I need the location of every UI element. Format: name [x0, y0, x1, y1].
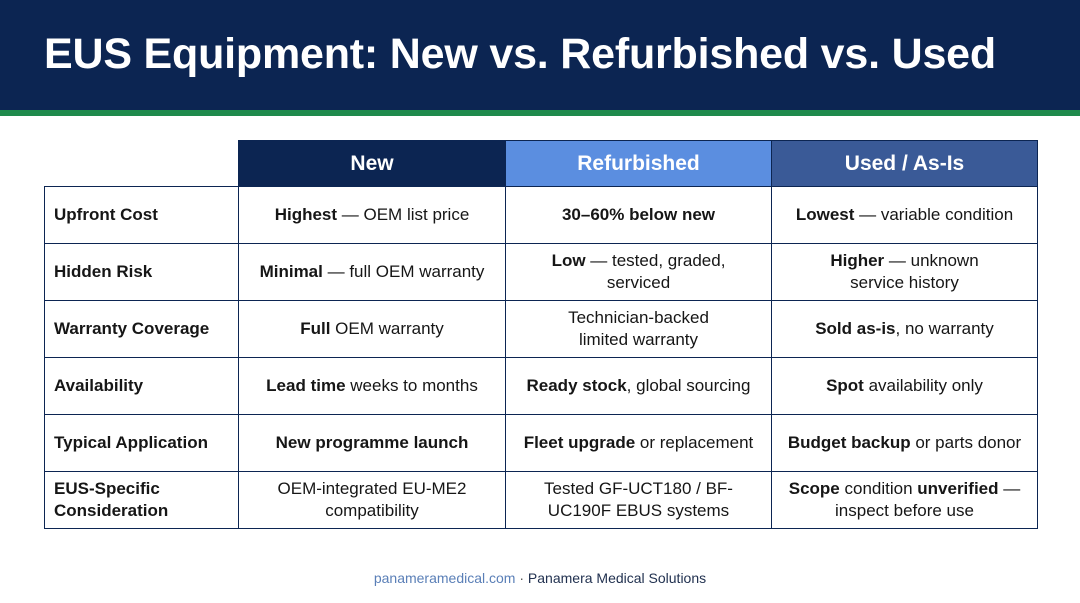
table-row: Availability Lead time weeks to months R… [44, 357, 1038, 415]
table-cell: Technician-backed limited warranty [505, 300, 772, 358]
table-cell: Ready stock, global sourcing [505, 357, 772, 415]
title-banner [0, 0, 1080, 110]
table-cell: Low — tested, graded, serviced [505, 243, 772, 301]
slide-title: EUS Equipment: New vs. Refurbished vs. U… [44, 30, 996, 78]
row-label: Typical Application [44, 414, 239, 472]
table-cell: New programme launch [238, 414, 506, 472]
footer-organization: Panamera Medical Solutions [527, 570, 707, 586]
table-cell: Higher — unknown service history [771, 243, 1038, 301]
table-cell: OEM-integrated EU-ME2 compatibility [238, 471, 506, 529]
table-cell: Minimal — full OEM warranty [238, 243, 506, 301]
column-header-used: Used / As-Is [771, 140, 1038, 187]
table-cell: Lowest — variable condition [771, 186, 1038, 244]
table-row: Typical Application New programme launch… [44, 414, 1038, 472]
table-header-row: New Refurbished Used / As-Is [45, 140, 1038, 187]
column-header-new: New [238, 140, 506, 187]
header-corner [45, 141, 239, 187]
table-cell: Scope condition unverified — inspect bef… [771, 471, 1038, 529]
table-cell: Tested GF-UCT180 / BF-UC190F EBUS system… [505, 471, 772, 529]
footer: panameramedical.com · Panamera Medical S… [0, 570, 1080, 586]
table-cell: Budget backup or parts donor [771, 414, 1038, 472]
accent-stripe [0, 110, 1080, 116]
footer-separator: · [515, 570, 528, 586]
table-row: Hidden Risk Minimal — full OEM warranty … [44, 243, 1038, 301]
table-cell: Spot availability only [771, 357, 1038, 415]
table-row: Warranty Coverage Full OEM warranty Tech… [44, 300, 1038, 358]
table-cell: 30–60% below new [505, 186, 772, 244]
table-cell: Highest — OEM list price [238, 186, 506, 244]
row-label: Availability [44, 357, 239, 415]
column-header-refurbished: Refurbished [505, 140, 772, 187]
row-label: Upfront Cost [44, 186, 239, 244]
footer-url[interactable]: panameramedical.com [373, 570, 516, 586]
comparison-table: New Refurbished Used / As-Is Upfront Cos… [44, 140, 1038, 529]
row-label: Warranty Coverage [44, 300, 239, 358]
table-cell: Lead time weeks to months [238, 357, 506, 415]
row-label: EUS-Specific Consideration [44, 471, 239, 529]
row-label: Hidden Risk [44, 243, 239, 301]
table-cell: Fleet upgrade or replacement [505, 414, 772, 472]
table-cell: Sold as-is, no warranty [771, 300, 1038, 358]
table-row: EUS-Specific Consideration OEM-integrate… [44, 471, 1038, 529]
table-cell: Full OEM warranty [238, 300, 506, 358]
table-row: Upfront Cost Highest — OEM list price 30… [44, 186, 1038, 244]
